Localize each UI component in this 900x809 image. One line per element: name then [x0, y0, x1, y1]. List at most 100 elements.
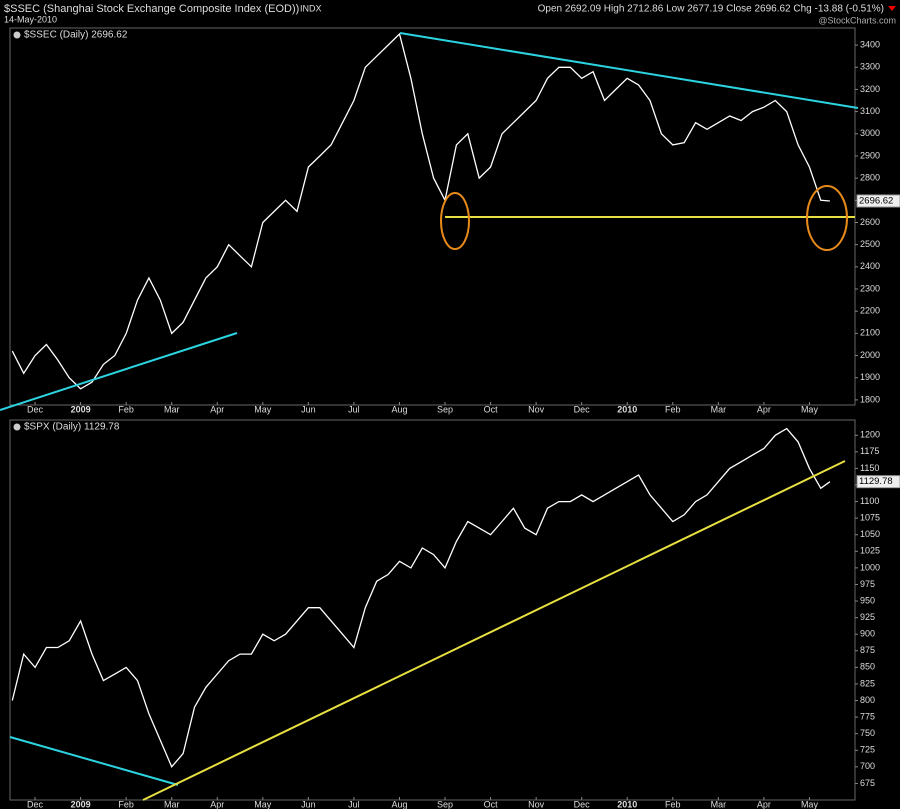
x-tick-label: Nov — [528, 799, 545, 809]
y-tick-label: 1025 — [860, 546, 880, 556]
y-tick-label: 1050 — [860, 529, 880, 539]
down-arrow — [888, 6, 896, 11]
y-tick-label: 950 — [860, 595, 875, 605]
y-tick-label: 2500 — [860, 239, 880, 249]
x-tick-label: Jul — [348, 799, 360, 809]
y-tick-label: 1900 — [860, 372, 880, 382]
y-tick-label: 2900 — [860, 150, 880, 160]
x-tick-label: Feb — [118, 799, 134, 809]
x-tick-label: Mar — [711, 404, 727, 414]
x-tick-label: May — [254, 404, 272, 414]
y-tick-label: 2400 — [860, 261, 880, 271]
x-tick-label: Jul — [348, 404, 360, 414]
x-tick-label: Sep — [437, 799, 453, 809]
x-tick-label: Apr — [210, 799, 224, 809]
y-tick-label: 3300 — [860, 62, 880, 72]
trendline — [0, 332, 238, 411]
y-tick-label: 3200 — [860, 84, 880, 94]
x-tick-label: Apr — [210, 404, 224, 414]
last-price-tag — [856, 475, 900, 489]
y-tick-label: 825 — [860, 678, 875, 688]
y-tick-label: 1075 — [860, 513, 880, 523]
y-tick-label: 2000 — [860, 350, 880, 360]
y-tick-label: 875 — [860, 645, 875, 655]
exchange: INDX — [300, 3, 322, 13]
last-price-tag — [856, 194, 900, 208]
y-tick-label: 675 — [860, 778, 875, 788]
x-tick-label: Mar — [164, 799, 180, 809]
last-price-label: 2696.62 — [859, 195, 893, 206]
y-tick-label: 2200 — [860, 306, 880, 316]
x-tick-label: Dec — [574, 404, 591, 414]
y-tick-label: 1800 — [860, 394, 880, 404]
y-tick-label: 1200 — [860, 430, 880, 440]
x-tick-label: Dec — [27, 404, 44, 414]
marks: 1800190020002100220023002400250026002700… — [11, 30, 900, 809]
y-tick-label: 800 — [860, 695, 875, 705]
x-tick-label: Jun — [301, 404, 316, 414]
x-tick-label: Feb — [665, 404, 681, 414]
x-tick-label: Aug — [391, 404, 407, 414]
y-tick-label: 3000 — [860, 128, 880, 138]
y-tick-label: 1100 — [860, 496, 879, 506]
x-tick-label: 2009 — [71, 404, 91, 414]
source: @StockCharts.com — [818, 15, 896, 25]
x-tick-label: Oct — [484, 404, 499, 414]
trendline — [142, 460, 846, 801]
y-tick-label: 850 — [860, 662, 875, 672]
y-tick-label: 1000 — [860, 562, 880, 572]
x-tick-label: Oct — [484, 799, 499, 809]
y-tick-label: 2600 — [860, 217, 880, 227]
panel-label: $SSEC (Daily) 2696.62 — [24, 30, 128, 41]
x-tick-label: Apr — [757, 404, 771, 414]
chart-title: $SSEC (Shanghai Stock Exchange Composite… — [4, 3, 299, 15]
y-tick-label: 700 — [860, 761, 875, 771]
y-tick-label: 775 — [860, 711, 875, 721]
quote: Open 2692.09 High 2712.86 Low 2677.19 Cl… — [538, 4, 884, 15]
y-tick-label: 725 — [860, 745, 875, 755]
x-tick-label: 2010 — [617, 799, 637, 809]
y-tick-label: 975 — [860, 579, 875, 589]
x-tick-label: Nov — [528, 404, 545, 414]
x-tick-label: Apr — [757, 799, 771, 809]
x-tick-label: Dec — [574, 799, 591, 809]
x-tick-label: Sep — [437, 404, 453, 414]
price-line — [11, 32, 830, 390]
y-tick-label: 925 — [860, 612, 875, 622]
x-tick-label: May — [801, 404, 819, 414]
panel-frame — [9, 419, 856, 801]
price-line — [11, 427, 831, 769]
x-tick-label: 2009 — [71, 799, 91, 809]
y-tick-label: 2800 — [860, 173, 880, 183]
x-tick-label: Feb — [665, 799, 681, 809]
highlight-ellipse — [440, 192, 470, 250]
x-tick-label: Mar — [711, 799, 727, 809]
x-tick-label: Aug — [391, 799, 407, 809]
y-tick-label: 3400 — [860, 39, 880, 49]
x-tick-label: Dec — [27, 799, 44, 809]
date: 14-May-2010 — [4, 14, 57, 24]
x-tick-label: Jun — [301, 799, 316, 809]
panel-label: $SPX (Daily) 1129.78 — [24, 422, 120, 433]
panel-icon — [13, 31, 21, 39]
annotations — [0, 32, 859, 801]
trendline — [399, 32, 859, 109]
x-tick-label: Feb — [118, 404, 134, 414]
x-tick-label: May — [254, 799, 272, 809]
y-tick-label: 750 — [860, 728, 875, 738]
x-tick-label: May — [801, 799, 819, 809]
highlight-ellipse — [806, 185, 848, 251]
y-tick-label: 2300 — [860, 283, 880, 293]
y-tick-label: 1175 — [860, 446, 879, 456]
y-tick-label: 1150 — [860, 463, 879, 473]
y-tick-label: 2100 — [860, 328, 880, 338]
y-tick-label: 900 — [860, 629, 875, 639]
panel-icon — [13, 423, 21, 431]
trendline — [9, 736, 179, 786]
x-tick-label: Mar — [164, 404, 180, 414]
x-tick-label: 2010 — [617, 404, 637, 414]
last-price-label: 1129.78 — [859, 476, 893, 487]
y-tick-label: 3100 — [860, 106, 880, 116]
